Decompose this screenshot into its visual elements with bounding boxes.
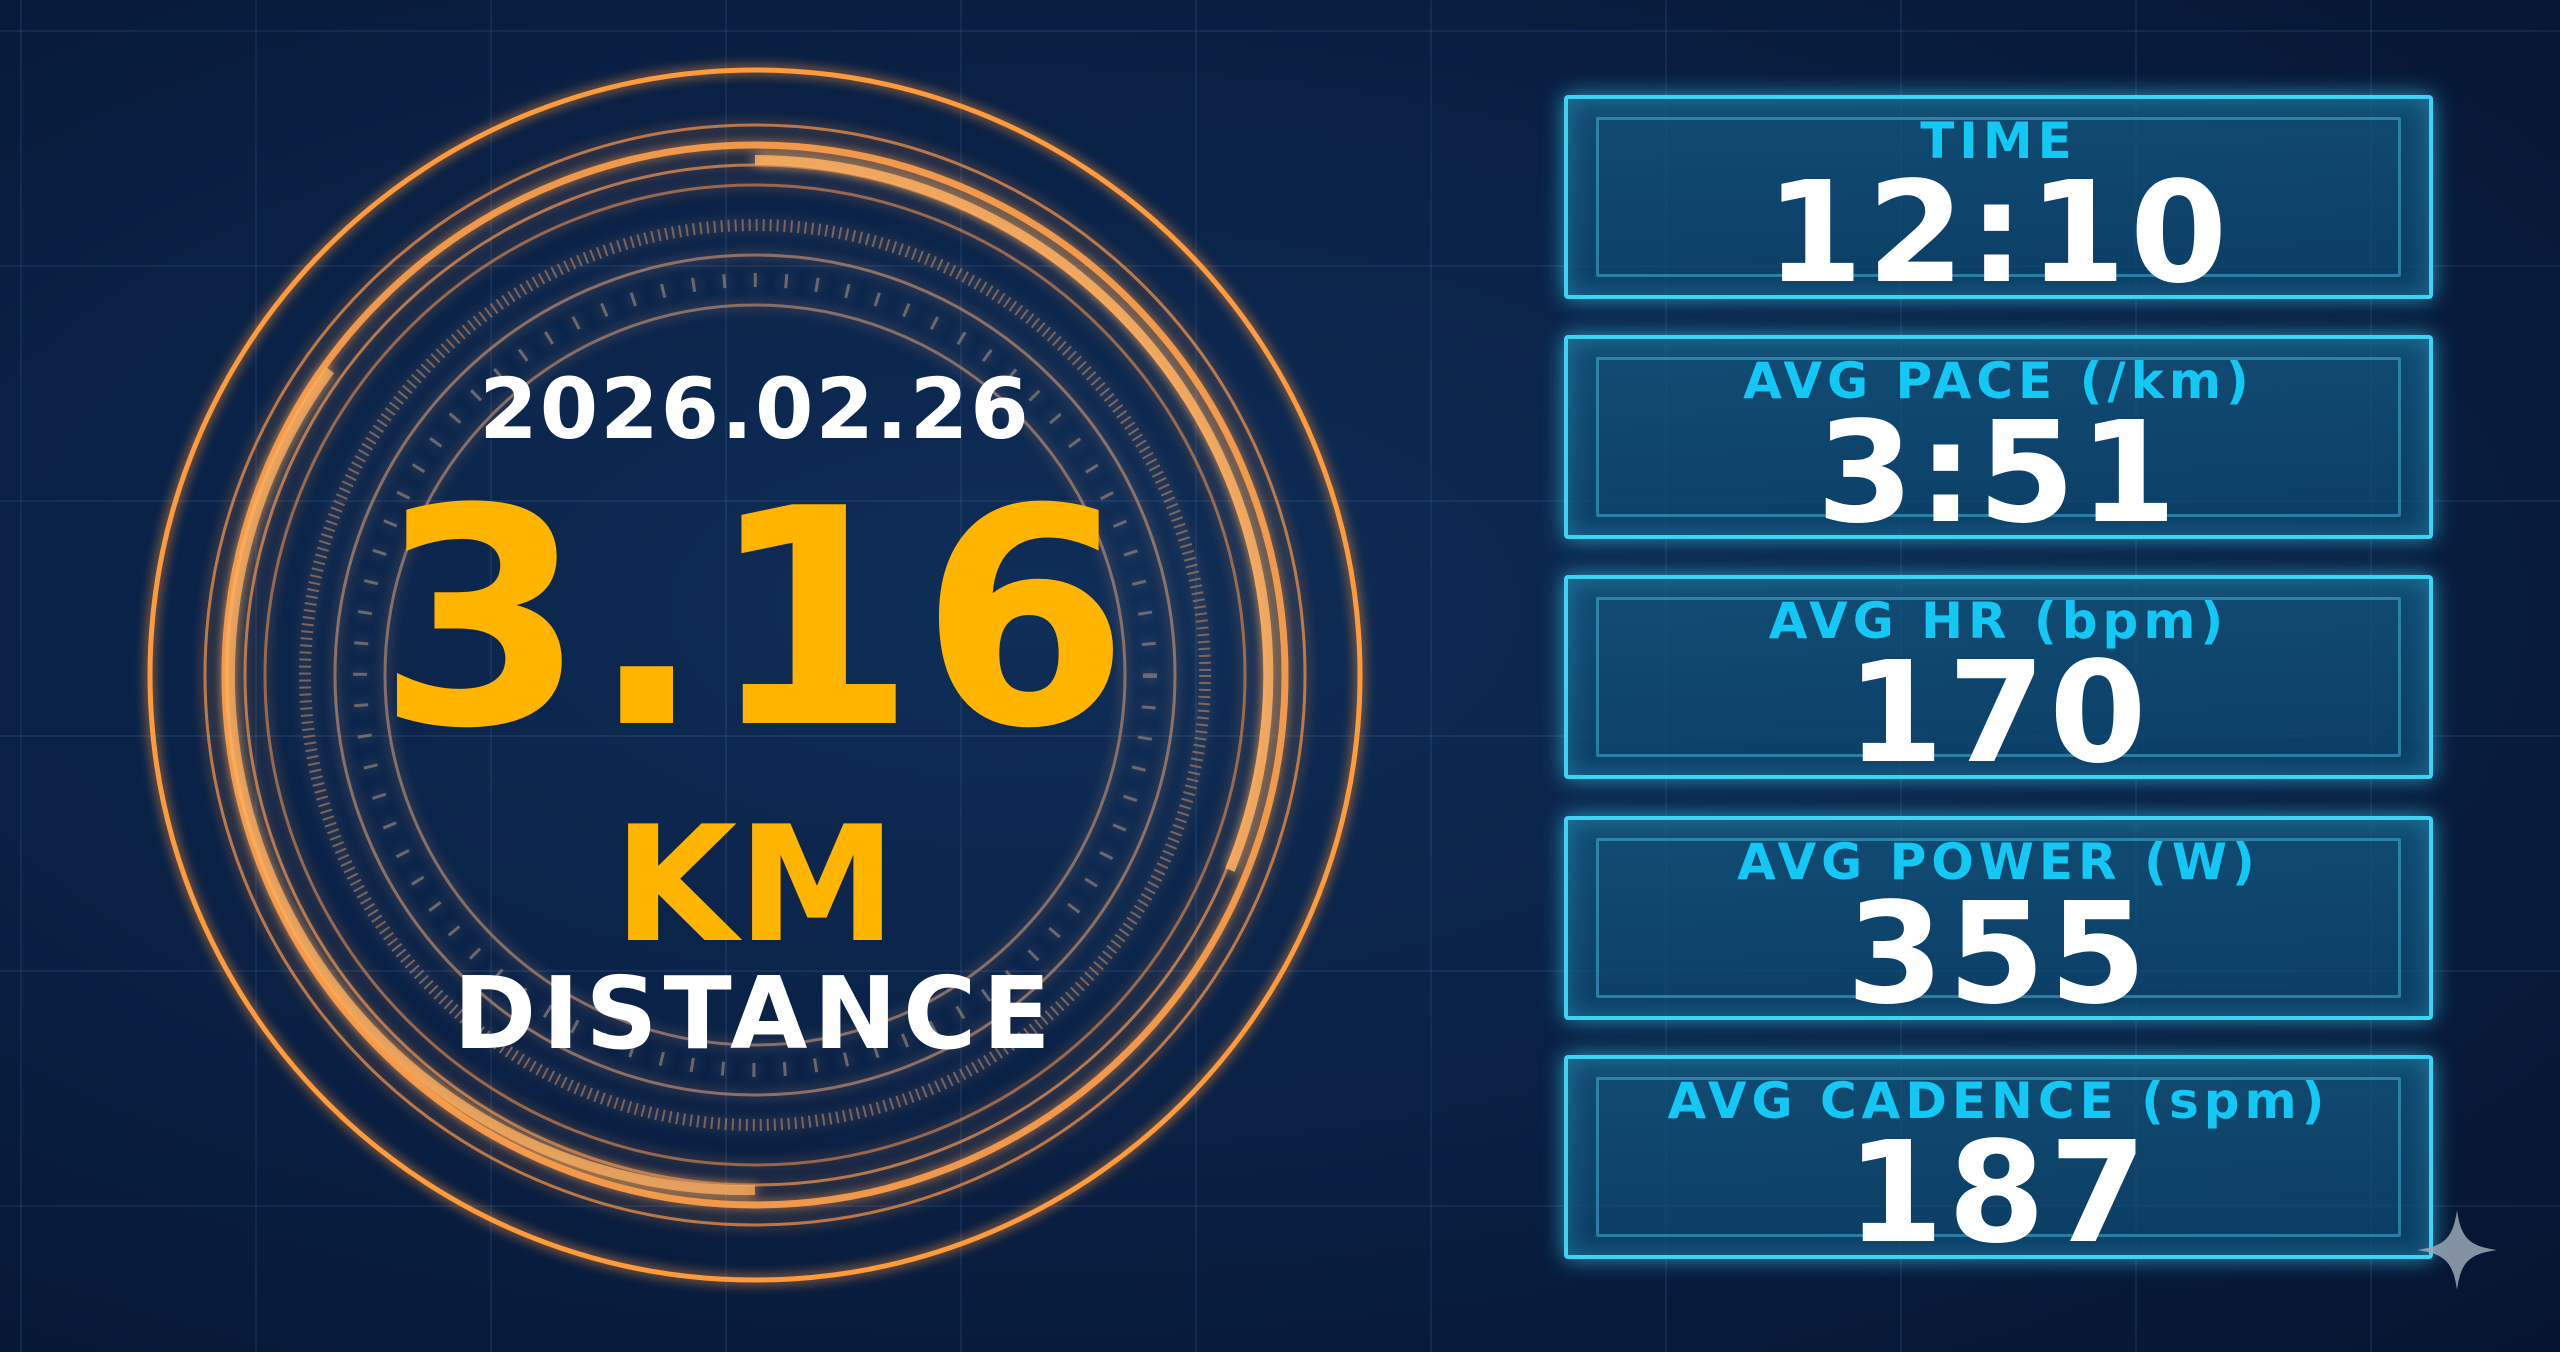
outer-ring — [147, 67, 1363, 1283]
date-text: 2026.02.26 — [479, 360, 1031, 458]
stat-card-avg-pace: AVG PACE (/km) 3:51 — [1564, 335, 2433, 555]
stat-label: TIME — [1920, 112, 2077, 170]
stat-card-avg-power: AVG POWER (W) 355 — [1564, 816, 2433, 1036]
stat-label: AVG PACE (/km) — [1743, 352, 2254, 410]
sparkle-icon — [2417, 1210, 2497, 1290]
distance-label: DISTANCE — [453, 955, 1057, 1072]
stat-value: 3:51 — [1816, 392, 2181, 555]
ring — [353, 273, 1157, 1077]
stat-card-avg-cadence: AVG CADENCE (spm) 187 — [1564, 1055, 2433, 1275]
distance-unit: KM — [613, 791, 897, 978]
stat-value: 355 — [1846, 873, 2151, 1036]
stat-card-avg-hr: AVG HR (bpm) 170 — [1564, 575, 2433, 795]
ring — [299, 219, 1211, 1131]
distance-dial — [147, 67, 1363, 1283]
stat-value: 187 — [1846, 1112, 2151, 1275]
stat-label: AVG CADENCE (spm) — [1667, 1072, 2330, 1130]
ring-highlight-arc — [224, 367, 756, 1196]
ring — [203, 123, 1307, 1227]
ring — [383, 303, 1127, 1047]
ring — [333, 253, 1177, 1097]
ring — [263, 183, 1247, 1167]
ring-highlight-arc — [754, 155, 1274, 872]
stat-card-time: TIME 12:10 — [1564, 95, 2433, 315]
stat-label: AVG HR (bpm) — [1768, 592, 2229, 650]
stat-value: 170 — [1846, 632, 2151, 795]
stat-label: AVG POWER (W) — [1737, 833, 2260, 891]
stat-value: 12:10 — [1765, 152, 2232, 315]
distance-value: 3.16 — [376, 445, 1134, 794]
